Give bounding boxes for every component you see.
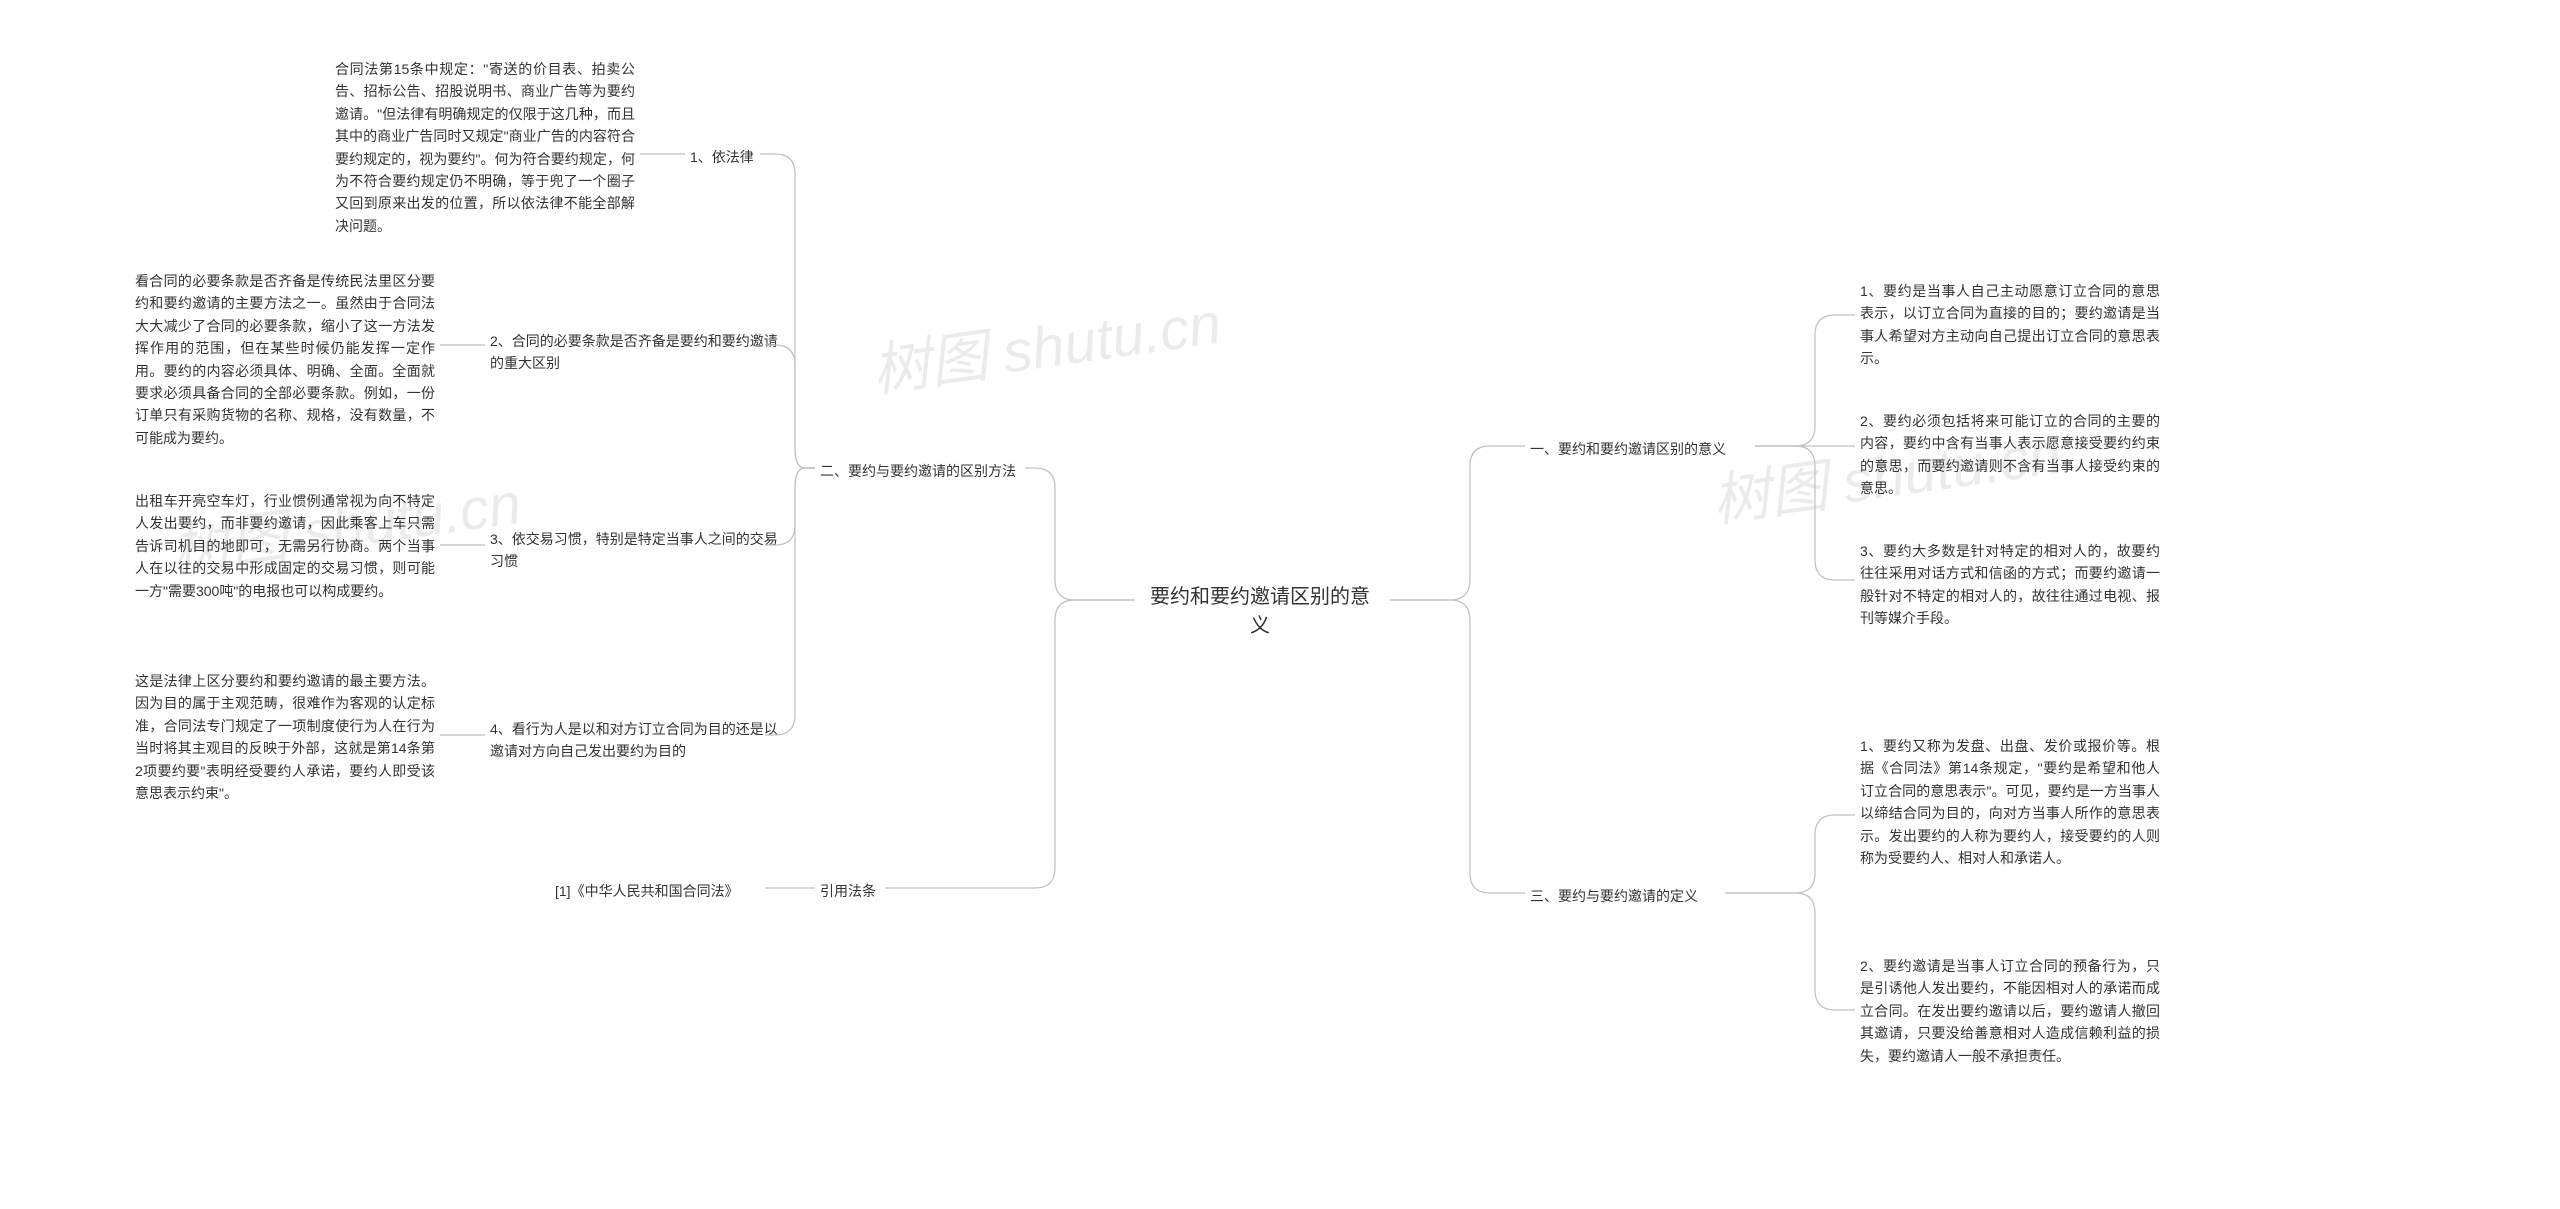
center-line2: 义 <box>1250 615 1270 637</box>
left-branch2-title: 引用法条 <box>820 880 876 902</box>
left-sub3: 3、依交易习惯，特别是特定当事人之间的交易习惯 <box>490 528 780 573</box>
right-branch1-item1: 1、要约是当事人自己主动愿意订立合同的意思表示，以订立合同为直接的目的；要约邀请… <box>1860 280 2160 370</box>
left-branch1-title: 二、要约与要约邀请的区别方法 <box>820 460 1016 482</box>
left-sub2: 2、合同的必要条款是否齐备是要约和要约邀请的重大区别 <box>490 330 780 375</box>
center-line1: 要约和要约邀请区别的意 <box>1150 586 1370 608</box>
right-branch2-item1: 1、要约又称为发盘、出盘、发价或报价等。根据《合同法》第14条规定，"要约是希望… <box>1860 735 2160 869</box>
left-detail2: 看合同的必要条款是否齐备是传统民法里区分要约和要约邀请的主要方法之一。虽然由于合… <box>135 270 435 449</box>
right-branch1-item2: 2、要约必须包括将来可能订立的合同的主要的内容，要约中含有当事人表示愿意接受要约… <box>1860 410 2160 500</box>
left-detail3: 出租车开亮空车灯，行业惯例通常视为向不特定人发出要约，而非要约邀请，因此乘客上车… <box>135 490 435 602</box>
right-branch1-item3: 3、要约大多数是针对特定的相对人的，故要约往往采用对话方式和信函的方式；而要约邀… <box>1860 540 2160 630</box>
left-detail1: 合同法第15条中规定："寄送的价目表、拍卖公告、招标公告、招股说明书、商业广告等… <box>335 58 635 237</box>
right-branch1-title: 一、要约和要约邀请区别的意义 <box>1530 438 1726 460</box>
right-branch2-title: 三、要约与要约邀请的定义 <box>1530 885 1698 907</box>
left-sub4: 4、看行为人是以和对方订立合同为目的还是以邀请对方向自己发出要约为目的 <box>490 718 780 763</box>
center-topic: 要约和要约邀请区别的意 义 <box>1140 580 1380 638</box>
watermark: 树图 shutu.cn <box>866 276 1226 408</box>
right-branch2-item2: 2、要约邀请是当事人订立合同的预备行为，只是引诱他人发出要约，不能因相对人的承诺… <box>1860 955 2160 1067</box>
left-detail4: 这是法律上区分要约和要约邀请的最主要方法。因为目的属于主观范畴，很难作为客观的认… <box>135 670 435 804</box>
left-sub1: 1、依法律 <box>690 146 754 168</box>
left-branch2-detail: [1]《中华人民共和国合同法》 <box>555 880 739 902</box>
